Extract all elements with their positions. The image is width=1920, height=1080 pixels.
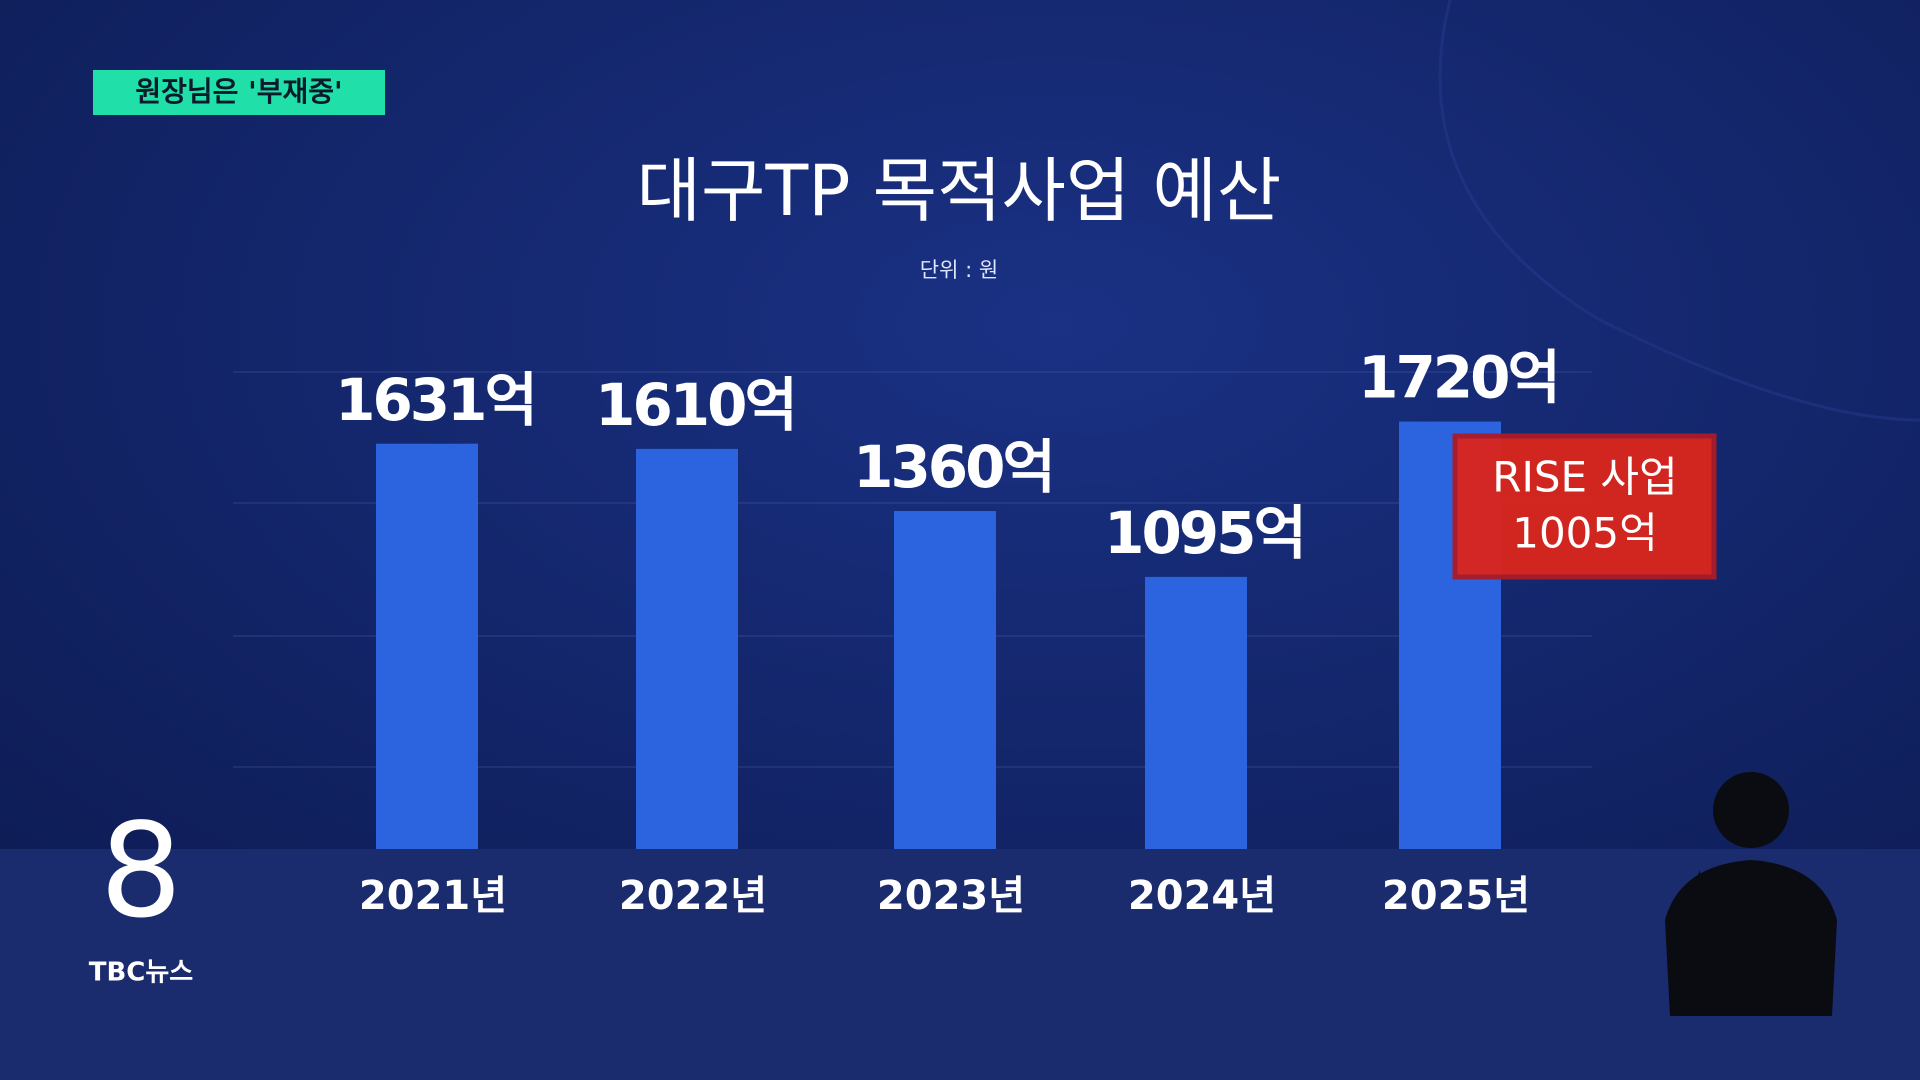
value-label: 1095억 bbox=[1104, 499, 1304, 567]
value-label: 1631억 bbox=[335, 366, 535, 434]
chart-subtitle: 단위 : 원 bbox=[920, 258, 998, 282]
bar bbox=[894, 511, 996, 849]
value-label: 1720억 bbox=[1358, 344, 1558, 412]
bar bbox=[1145, 576, 1247, 849]
bg-curve bbox=[1438, 0, 1920, 422]
x-tick-label: 2021년 bbox=[359, 873, 507, 919]
annotation-box bbox=[1452, 433, 1717, 580]
floor-band bbox=[0, 849, 1920, 1080]
bar bbox=[636, 448, 738, 849]
interpreter bbox=[1665, 772, 1837, 1016]
chart-title: 대구TP 목적사업 예산 bbox=[637, 150, 1282, 232]
caption-box bbox=[93, 70, 385, 115]
x-tick-label: 2023년 bbox=[877, 873, 1025, 919]
logo-text: TBC뉴스 bbox=[89, 958, 194, 988]
caption: 원장님은 '부재중' bbox=[135, 75, 342, 108]
x-tick-label: 2025년 bbox=[1382, 873, 1530, 919]
x-tick-label: 2024년 bbox=[1128, 873, 1276, 919]
plot: 1631억 2021년 1610억 2022년 1360억 2023년 1095억 2024년… bbox=[335, 344, 1717, 919]
annotation-text: 1005억 bbox=[1512, 509, 1658, 558]
annotation-text: RISE 사업 bbox=[1492, 453, 1677, 502]
value-label: 1360억 bbox=[853, 433, 1053, 501]
x-tick-label: 2022년 bbox=[619, 873, 767, 919]
value-label: 1610억 bbox=[595, 371, 795, 439]
bar bbox=[376, 443, 478, 849]
logo-mark: 8 bbox=[100, 795, 183, 947]
